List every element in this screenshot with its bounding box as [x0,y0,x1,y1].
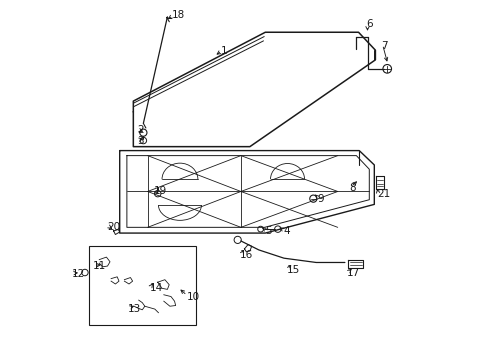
Text: 6: 6 [366,19,372,29]
Text: 19: 19 [154,186,167,196]
Text: 1: 1 [221,46,227,56]
Text: 11: 11 [93,261,106,271]
Text: 14: 14 [149,283,163,293]
Text: 20: 20 [107,222,121,232]
Text: 10: 10 [186,292,199,302]
Text: 4: 4 [283,226,289,236]
Bar [88,246,196,325]
Text: 12: 12 [72,269,85,279]
Text: 18: 18 [172,10,185,20]
Text: 3: 3 [137,136,144,145]
Text: 8: 8 [349,183,355,193]
Text: 16: 16 [240,250,253,260]
Text: 2: 2 [137,125,144,135]
Text: 17: 17 [346,268,359,278]
Text: 13: 13 [128,304,141,314]
Text: 9: 9 [317,194,323,204]
Text: 7: 7 [381,41,387,50]
Text: 21: 21 [376,189,389,199]
Text: 15: 15 [286,265,300,275]
Text: 5: 5 [265,226,271,236]
